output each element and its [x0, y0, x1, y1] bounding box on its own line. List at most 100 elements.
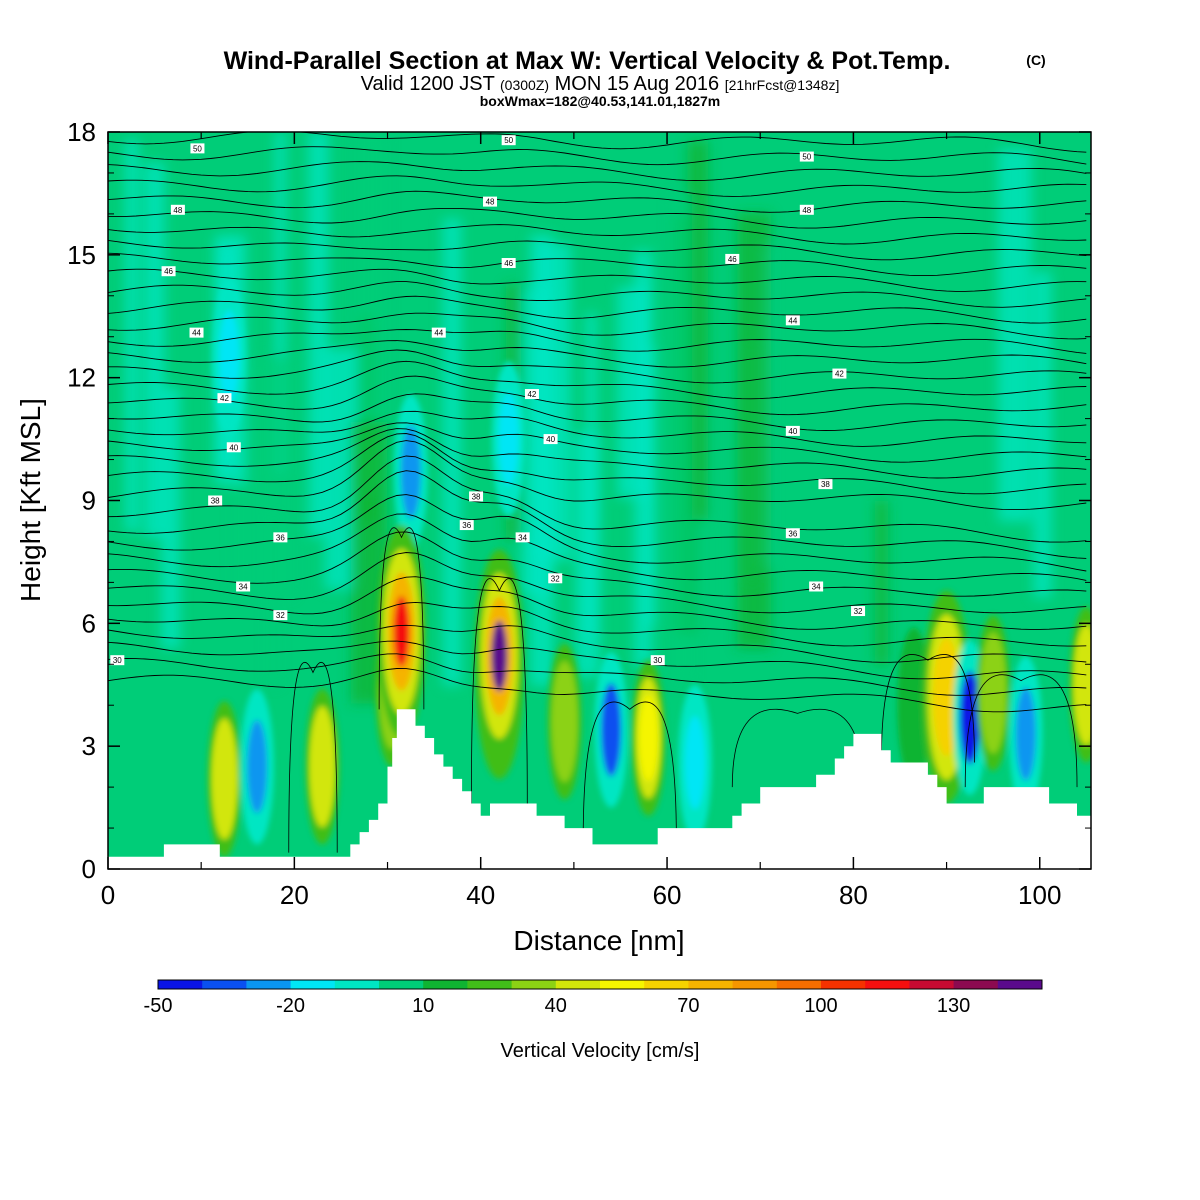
velocity-cell	[219, 310, 240, 404]
chart-subtitle: Valid 1200 JST (0300Z) MON 15 Aug 2016 […	[361, 73, 840, 95]
colorbar-swatch	[644, 980, 689, 989]
isentrope-label: 42	[524, 389, 539, 400]
isentrope-line	[108, 349, 1087, 384]
isentrope-label: 40	[543, 434, 558, 445]
colorbar-tick-label: -20	[276, 995, 305, 1017]
colorbar	[157, 979, 1043, 990]
cell-outline	[288, 661, 338, 853]
isentrope-label: 48	[170, 204, 185, 215]
potential-temperature-contours	[108, 132, 1087, 853]
subtitle-date: MON 15 Aug 2016	[555, 73, 720, 95]
x-tick-label: 100	[1018, 880, 1061, 910]
isentrope-label: 32	[273, 610, 288, 621]
chart-title: Wind-Parallel Section at Max W: Vertical…	[224, 47, 951, 75]
subtitle-valid: Valid 1200 JST	[361, 73, 495, 95]
colorbar-tick-label: 70	[677, 995, 699, 1017]
svg-text:36: 36	[276, 533, 285, 542]
velocity-cell	[601, 683, 622, 777]
colorbar-swatch	[158, 980, 203, 989]
isentrope-line	[108, 653, 1087, 696]
velocity-cell	[316, 740, 328, 793]
colorbar-swatch	[997, 980, 1043, 989]
isentrope-line	[108, 410, 1087, 447]
y-tick-label: 3	[82, 731, 96, 761]
velocity-band	[275, 132, 286, 475]
velocity-band	[267, 514, 279, 686]
isentrope-label: 30	[110, 655, 125, 666]
colorbar-swatch	[732, 980, 778, 989]
isentrope-label: 36	[273, 532, 288, 543]
colorbar-swatch	[688, 980, 734, 989]
svg-text:46: 46	[504, 259, 513, 268]
y-tick-label: 15	[67, 240, 96, 270]
isentrope-label: 48	[799, 204, 814, 215]
isentrope-line	[108, 433, 1087, 495]
isentrope-label: 34	[236, 581, 251, 592]
colorbar-label: Vertical Velocity [cm/s]	[501, 1040, 700, 1062]
isentrope-label: 50	[501, 135, 516, 146]
svg-text:36: 36	[462, 521, 471, 530]
svg-text:44: 44	[788, 316, 797, 325]
svg-text:42: 42	[835, 370, 844, 379]
isentrope-label: 38	[818, 479, 833, 490]
isentrope-label: 46	[501, 258, 516, 269]
velocity-cell	[491, 620, 508, 692]
isentrope-line	[108, 375, 1087, 416]
velocity-cell	[938, 661, 955, 733]
isentrope-label: 38	[469, 491, 484, 502]
svg-text:50: 50	[193, 144, 202, 153]
isentrope-line	[108, 175, 1087, 197]
isentrope-label: 34	[515, 532, 530, 543]
y-tick-label: 9	[82, 486, 96, 516]
isentrope-label: 40	[785, 425, 800, 436]
isentrope-line	[108, 428, 1087, 479]
colorbar-tick-label: 100	[804, 995, 837, 1017]
colorbar-swatch	[379, 980, 424, 989]
velocity-cell	[987, 667, 999, 719]
colorbar-swatch	[511, 980, 557, 989]
velocity-band	[1033, 271, 1052, 598]
svg-text:42: 42	[527, 390, 536, 399]
colorbar-swatch	[909, 980, 955, 989]
colorbar-swatch	[953, 980, 999, 989]
y-tick-label: 18	[67, 117, 96, 147]
velocity-cell	[400, 425, 421, 519]
x-axis: 0 20 40 60 80 100	[101, 132, 1061, 910]
isentrope-label: 48	[483, 196, 498, 207]
cell-outline	[378, 527, 425, 710]
isentrope-label: 34	[809, 581, 824, 592]
velocity-band	[737, 212, 771, 649]
velocity-band	[308, 132, 329, 537]
terrain	[108, 709, 1091, 869]
svg-text:34: 34	[812, 582, 821, 591]
velocity-band	[874, 500, 888, 665]
velocity-cell	[393, 596, 410, 668]
isentrope-line	[108, 624, 1087, 663]
svg-text:36: 36	[788, 529, 797, 538]
cell-outline	[582, 701, 677, 841]
isentrope-label: 36	[785, 528, 800, 539]
svg-text:34: 34	[518, 533, 527, 542]
colorbar-tick-label: 130	[937, 995, 970, 1017]
isentrope-line	[108, 552, 1087, 614]
isentrope-label: 36	[459, 520, 474, 531]
isentrope-line	[108, 146, 1087, 166]
vertical-velocity-cells	[207, 279, 1091, 857]
velocity-band	[617, 286, 650, 499]
svg-text:46: 46	[728, 255, 737, 264]
subtitle-forecast: [21hrFcst@1348z]	[725, 77, 840, 93]
isentrope-line	[108, 340, 1087, 368]
x-axis-label: Distance [nm]	[513, 925, 684, 956]
isentrope-label: 50	[799, 151, 814, 162]
y-tick-label: 12	[67, 363, 96, 393]
svg-text:50: 50	[802, 153, 811, 162]
isentrope-line	[108, 252, 1087, 277]
colorbar-swatch	[246, 980, 292, 989]
svg-text:30: 30	[113, 656, 122, 665]
velocity-band	[687, 141, 709, 519]
isentrope-line	[108, 161, 1087, 181]
colorbar-swatch	[821, 980, 866, 989]
svg-text:32: 32	[551, 574, 560, 583]
svg-text:38: 38	[821, 480, 830, 489]
colorbar-swatch	[865, 980, 910, 989]
